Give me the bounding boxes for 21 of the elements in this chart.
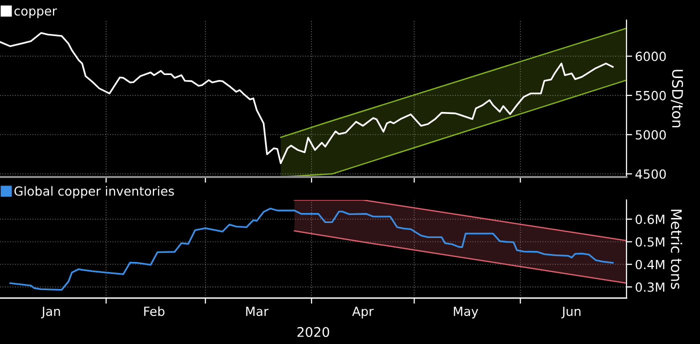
line-series [9,208,614,291]
x-tick-label: Jun [561,306,580,318]
x-tick-label: Jan [41,306,60,318]
line-series [0,32,614,164]
x-axis-title: 2020 [297,327,330,337]
y-tick-label: 0.3M [636,282,664,292]
legend-label: Global copper inventories [14,186,174,198]
x-tick-label: Apr [352,306,374,318]
x-tick-label: Mar [246,306,269,316]
legend-label: copper [14,8,57,18]
y-tick-label: 6000 [636,52,666,62]
y-axis-title: Metric tons [670,210,682,290]
x-tick-label: Feb [144,306,164,316]
y-tick-label: 0.4M [636,260,664,270]
y-axis-title: USD/ton [670,70,684,128]
y-tick-label: 0.5M [636,237,664,247]
x-tick-label: May [454,306,478,318]
y-tick-label: 5500 [636,90,666,100]
y-tick-label: 5000 [636,130,666,140]
y-tick-label: 4500 [635,169,666,179]
y-tick-label: 0.6M [636,214,664,224]
